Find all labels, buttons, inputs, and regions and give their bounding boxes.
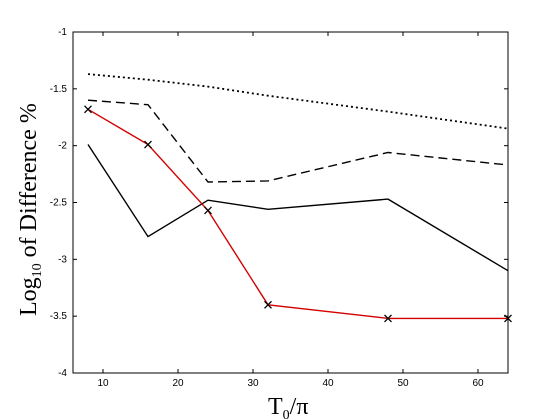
x-tick-label: 20 (172, 378, 184, 389)
series-line-3 (87, 144, 509, 272)
data-point-marker (504, 314, 512, 323)
series-line-2 (87, 99, 509, 183)
data-point-marker (144, 140, 152, 149)
x-tick-label: 10 (97, 378, 109, 389)
series-line-4 (87, 108, 508, 320)
axis-ticks: 10 20 30 40 50 60 -4 -3.5 -3 -2.5 -2 -1.5 -1 (50, 27, 508, 389)
y-tick-label: -2 (58, 141, 67, 152)
data-point-marker (264, 300, 272, 309)
data-point-marker (84, 105, 92, 114)
x-axis-title: T0/π (268, 394, 308, 420)
data-point-marker (204, 206, 212, 215)
x-tick-label: 30 (247, 378, 259, 389)
y-tick-label: -3.5 (50, 311, 68, 322)
x-tick-label: 40 (322, 378, 334, 389)
y-tick-label: -1 (58, 27, 67, 38)
x-tick-label: 50 (397, 378, 409, 389)
y-tick-label: -3 (58, 254, 67, 265)
plot-area (72, 31, 509, 374)
y-tick-label: -2.5 (50, 198, 68, 209)
y-tick-label: -1.5 (50, 84, 68, 95)
y-axis-title: Log10 of Difference % (16, 103, 45, 316)
data-point-marker (384, 314, 392, 323)
series-group (84, 73, 512, 323)
x-tick-label: 60 (472, 378, 484, 389)
series-line-1 (87, 73, 509, 130)
y-tick-label: -4 (58, 368, 67, 379)
